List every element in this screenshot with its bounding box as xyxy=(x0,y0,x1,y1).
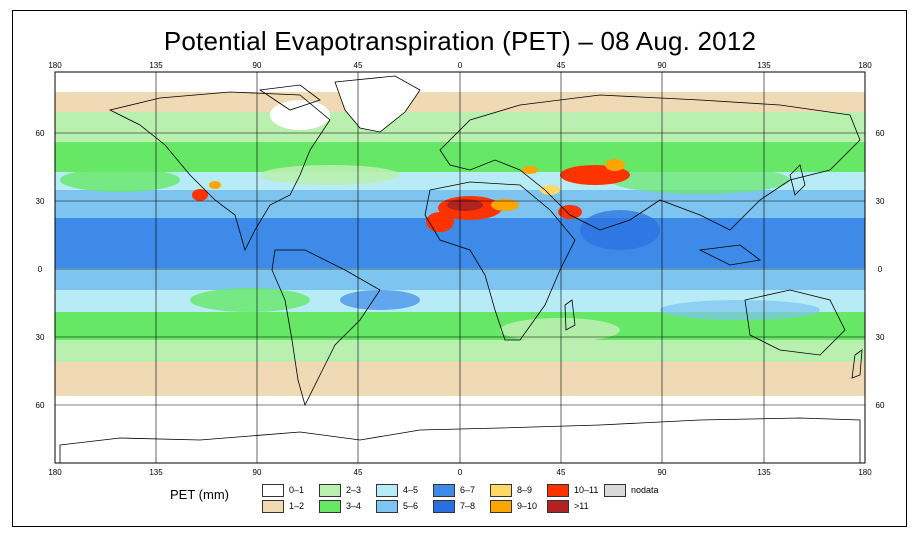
lat-tick-label: 30 xyxy=(876,197,885,206)
legend-swatch xyxy=(376,484,398,497)
legend-label: 5–6 xyxy=(403,501,419,511)
legend-swatch xyxy=(319,500,341,513)
legend-swatch xyxy=(490,484,512,497)
lon-tick-label: 0 xyxy=(458,468,463,477)
legend-label: 7–8 xyxy=(460,501,476,511)
lat-tick-label: 0 xyxy=(38,265,43,274)
lat-labels-left: 60 30 0 30 60 xyxy=(36,129,45,410)
legend-label: 1–2 xyxy=(289,501,305,511)
lon-tick-label: 45 xyxy=(354,61,363,70)
map-title: Potential Evapotranspiration (PET) – 08 … xyxy=(163,26,757,56)
legend-swatch xyxy=(262,500,284,513)
legend-label: 3–4 xyxy=(346,501,362,511)
lon-tick-label: 135 xyxy=(149,468,163,477)
legend-swatch xyxy=(604,484,626,497)
legend-title: PET (mm) xyxy=(170,487,229,502)
legend-label: 8–9 xyxy=(517,485,533,495)
lon-tick-label: 45 xyxy=(557,468,566,477)
lat-tick-label: 30 xyxy=(36,333,45,342)
legend-label: 6–7 xyxy=(460,485,476,495)
legend-swatch xyxy=(433,500,455,513)
lon-tick-label: 180 xyxy=(48,61,62,70)
legend-label: nodata xyxy=(631,485,659,495)
lat-tick-label: 30 xyxy=(876,333,885,342)
legend-swatch xyxy=(490,500,512,513)
lat-labels-right: 60 30 0 30 60 xyxy=(876,129,885,410)
figure-frame xyxy=(12,10,907,527)
lon-tick-label: 0 xyxy=(458,61,463,70)
lon-labels-bottom: 180 135 90 45 0 45 90 135 180 xyxy=(48,468,872,477)
lat-tick-label: 60 xyxy=(36,129,45,138)
lon-tick-label: 90 xyxy=(658,468,667,477)
legend-label: >11 xyxy=(574,501,589,511)
lon-tick-label: 180 xyxy=(858,61,872,70)
lon-tick-label: 45 xyxy=(354,468,363,477)
legend-label: 2–3 xyxy=(346,485,362,495)
lon-tick-label: 45 xyxy=(557,61,566,70)
lat-tick-label: 60 xyxy=(876,401,885,410)
legend-swatch xyxy=(262,484,284,497)
lat-tick-label: 60 xyxy=(36,401,45,410)
legend-label: 0–1 xyxy=(289,485,305,495)
lon-tick-label: 90 xyxy=(658,61,667,70)
lon-tick-label: 180 xyxy=(858,468,872,477)
lon-labels-top: 180 135 90 45 0 45 90 135 180 xyxy=(48,61,872,70)
legend-swatch xyxy=(433,484,455,497)
lat-tick-label: 30 xyxy=(36,197,45,206)
lon-tick-label: 135 xyxy=(757,61,771,70)
lon-tick-label: 135 xyxy=(757,468,771,477)
lon-tick-label: 90 xyxy=(253,468,262,477)
coastlines xyxy=(108,84,863,407)
map-border xyxy=(54,71,866,464)
lon-tick-label: 180 xyxy=(48,468,62,477)
lon-tick-label: 90 xyxy=(253,61,262,70)
lat-tick-label: 60 xyxy=(876,129,885,138)
lat-tick-label: 0 xyxy=(878,265,883,274)
legend-label: 10–11 xyxy=(574,485,599,495)
legend-swatch xyxy=(319,484,341,497)
legend-swatch xyxy=(376,500,398,513)
legend-label: 9–10 xyxy=(517,501,538,511)
legend-swatch xyxy=(547,500,569,513)
legend-label: 4–5 xyxy=(403,485,419,495)
lon-tick-label: 135 xyxy=(149,61,163,70)
legend-swatch xyxy=(547,484,569,497)
graticule xyxy=(55,72,865,463)
